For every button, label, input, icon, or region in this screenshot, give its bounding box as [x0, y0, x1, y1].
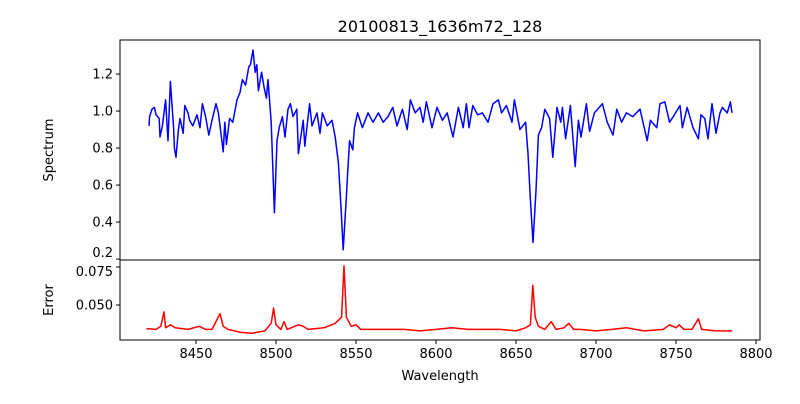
spectrum-y-label: Spectrum — [42, 119, 57, 182]
x-tick-label: 8500 — [259, 347, 292, 362]
y-tick-label: 0.075 — [76, 265, 113, 280]
chart-title: 20100813_1636m72_128 — [338, 17, 543, 37]
x-tick-label: 8800 — [739, 347, 772, 362]
x-tick-label: 8700 — [579, 347, 612, 362]
y-tick-label: 0.2 — [92, 246, 113, 261]
axes-frame — [119, 259, 761, 341]
spectrum-series-line — [148, 49, 733, 251]
x-tick-label: 8650 — [499, 347, 532, 362]
x-axis-label: Wavelength — [401, 369, 478, 384]
error-series-line — [146, 265, 732, 334]
y-tick-label: 0.4 — [92, 216, 113, 231]
x-tick-label: 8450 — [179, 347, 212, 362]
x-tick-label: 8600 — [419, 347, 452, 362]
y-tick-label: 1.2 — [92, 68, 113, 83]
y-tick-label: 0.6 — [92, 179, 113, 194]
x-tick-label: 8750 — [659, 347, 692, 362]
y-tick-label: 1.0 — [92, 105, 113, 120]
x-tick-label: 8550 — [339, 347, 372, 362]
y-tick-label: 0.8 — [92, 142, 113, 157]
y-tick-label: 0.050 — [76, 299, 113, 314]
error-axes: 0.050 0.075 8450 8500 8550 8600 8650 8700 8750 88… — [76, 259, 773, 362]
error-y-label: Error — [42, 284, 57, 316]
